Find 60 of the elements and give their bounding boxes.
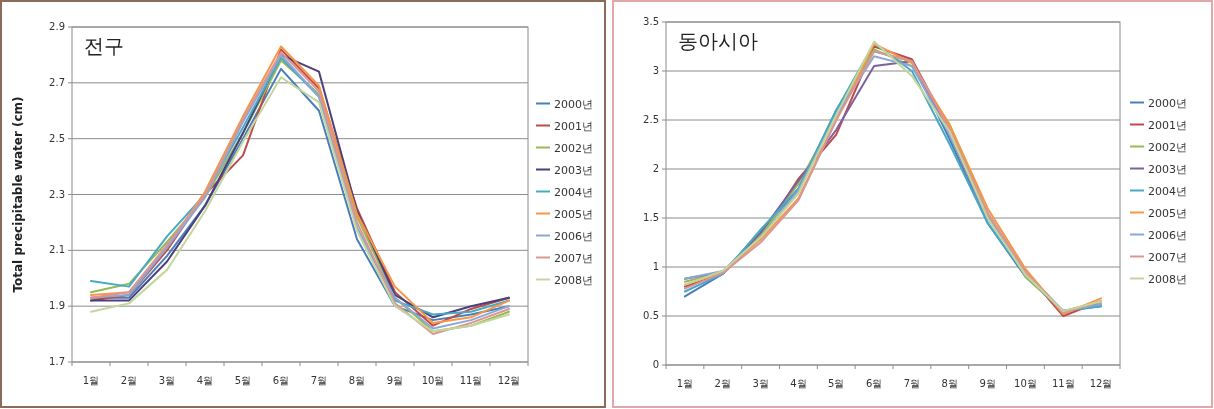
x-tick-label: 4월 <box>196 375 214 386</box>
y-tick-label: 2.5 <box>643 114 659 125</box>
y-tick-label: 1.5 <box>643 212 659 223</box>
y-tick-label: 0.5 <box>643 310 659 321</box>
x-tick-label: 9월 <box>979 378 996 389</box>
legend-label: 2000년 <box>1148 96 1187 110</box>
y-tick-label: 2.7 <box>49 76 65 88</box>
y-tick-label: 2.1 <box>49 244 65 256</box>
x-tick-label: 4월 <box>790 378 807 389</box>
x-tick-label: 7월 <box>310 375 328 386</box>
y-tick-label: 2.9 <box>49 21 65 32</box>
chart-title: 동아시아 <box>678 29 758 53</box>
legend-label: 2002년 <box>554 141 593 155</box>
legend-label: 2005년 <box>554 207 593 221</box>
legend-label: 2003년 <box>1148 162 1187 176</box>
legend-label: 2008년 <box>554 273 593 287</box>
y-tick-label: 3 <box>652 65 659 76</box>
legend-label: 2001년 <box>1148 118 1187 132</box>
legend-label: 2007년 <box>554 251 593 265</box>
x-tick-label: 3월 <box>752 378 769 389</box>
y-tick-label: 3.5 <box>643 16 659 27</box>
y-axis-title: Total precipitable water (cm) <box>11 96 25 293</box>
legend-label: 2006년 <box>1148 228 1187 242</box>
x-tick-label: 8월 <box>941 378 958 389</box>
legend-label: 2007년 <box>1148 250 1187 264</box>
x-tick-label: 6월 <box>865 378 883 389</box>
x-tick-label: 11월 <box>459 375 483 386</box>
chart-title: 전구 <box>84 34 124 58</box>
legend-label: 2003년 <box>554 163 593 177</box>
y-tick-label: 0 <box>652 359 659 370</box>
y-tick-label: 1.9 <box>49 300 65 312</box>
y-tick-label: 1.7 <box>49 356 65 367</box>
y-tick-label: 1 <box>652 261 659 272</box>
x-tick-label: 5월 <box>234 375 252 386</box>
y-tick-label: 2.3 <box>49 188 65 200</box>
y-tick-label: 2.5 <box>49 132 65 144</box>
x-tick-label: 8월 <box>348 375 366 386</box>
legend-label: 2004년 <box>1148 184 1187 198</box>
legend-label: 2004년 <box>554 185 593 199</box>
x-tick-label: 11월 <box>1051 378 1075 389</box>
y-tick-label: 2 <box>652 163 659 174</box>
legend-label: 2000년 <box>554 97 593 111</box>
x-tick-label: 12월 <box>1089 378 1113 389</box>
legend-label: 2006년 <box>554 229 593 243</box>
x-tick-label: 9월 <box>386 375 404 386</box>
x-tick-label: 2월 <box>120 375 138 386</box>
x-tick-label: 1월 <box>676 378 694 389</box>
x-tick-label: 7월 <box>903 378 921 389</box>
x-tick-label: 3월 <box>158 375 176 386</box>
x-tick-label: 5월 <box>828 378 845 389</box>
x-tick-label: 10월 <box>421 375 445 386</box>
legend-label: 2001년 <box>554 119 593 133</box>
x-tick-label: 2월 <box>714 378 731 389</box>
legend-label: 2008년 <box>1148 272 1187 286</box>
x-tick-label: 1월 <box>82 375 100 386</box>
legend-label: 2002년 <box>1148 140 1187 154</box>
x-tick-label: 10월 <box>1014 378 1037 389</box>
x-tick-label: 12월 <box>497 375 521 386</box>
x-tick-label: 6월 <box>272 375 290 386</box>
legend-label: 2005년 <box>1148 206 1187 220</box>
